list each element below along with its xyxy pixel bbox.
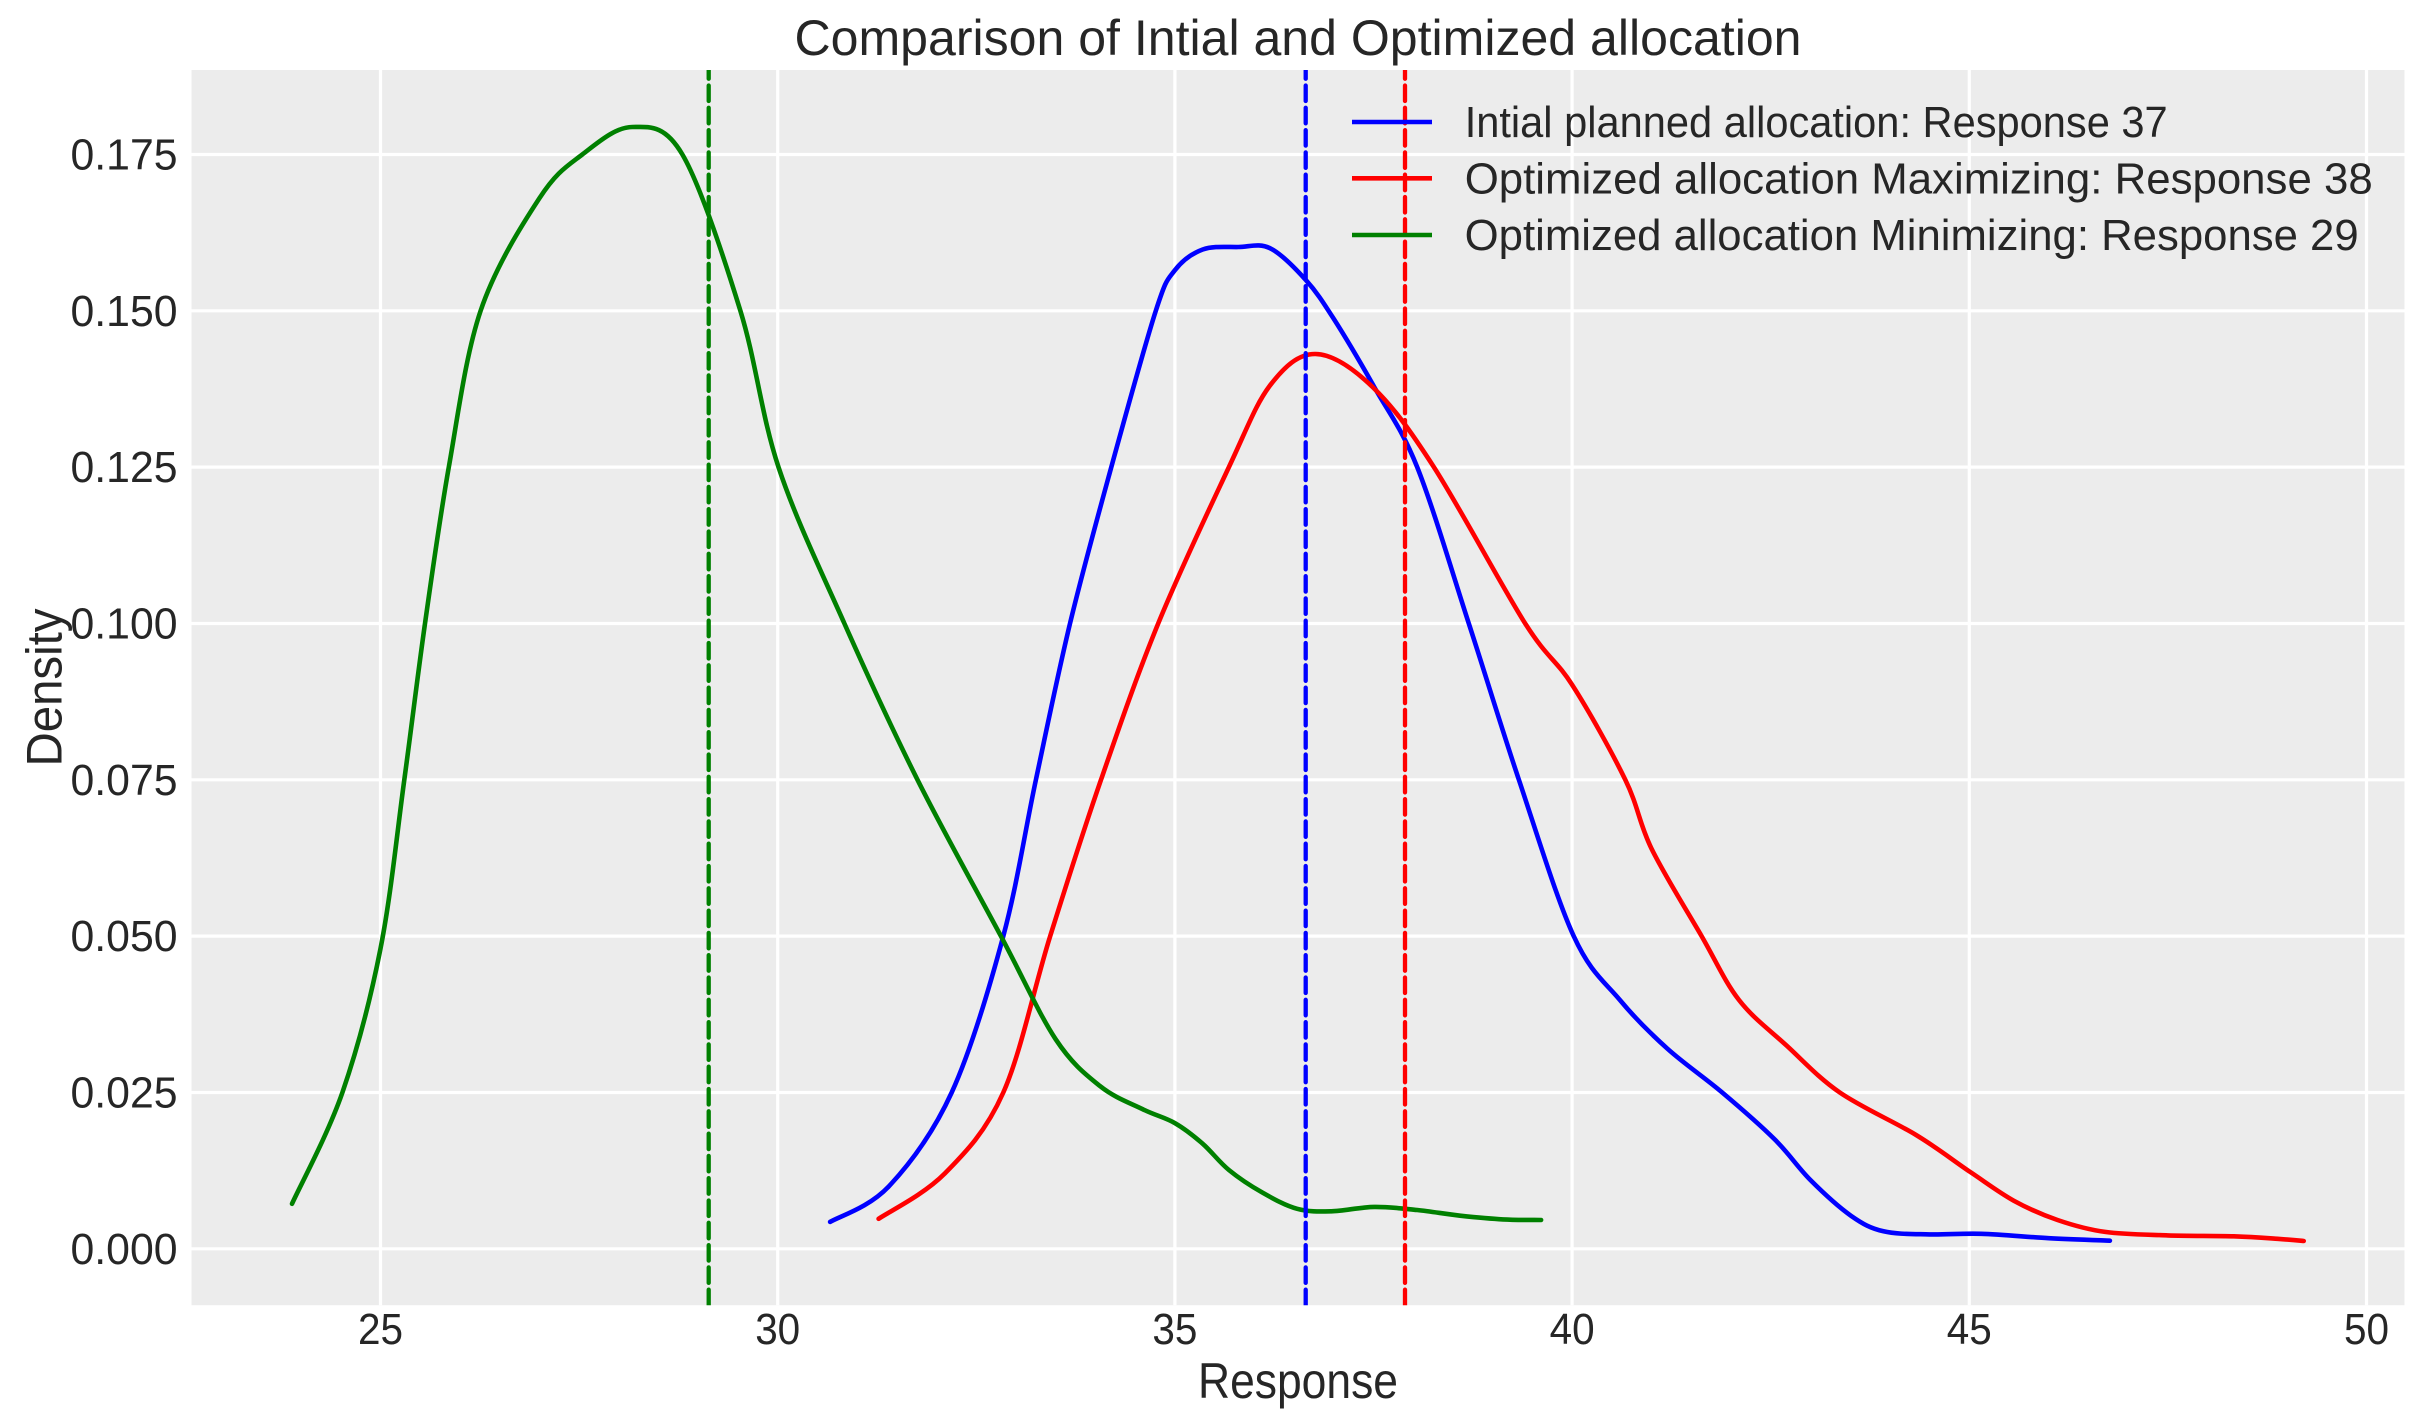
- svg-text:45: 45: [1947, 1306, 1992, 1354]
- svg-text:Density: Density: [17, 609, 73, 767]
- svg-text:0.150: 0.150: [71, 288, 178, 336]
- svg-text:40: 40: [1550, 1306, 1595, 1354]
- svg-text:50: 50: [2344, 1306, 2389, 1354]
- svg-text:Response: Response: [1198, 1353, 1398, 1409]
- svg-text:35: 35: [1152, 1306, 1197, 1354]
- svg-text:0.025: 0.025: [71, 1070, 178, 1118]
- svg-text:0.175: 0.175: [71, 132, 178, 180]
- svg-text:25: 25: [358, 1306, 403, 1354]
- svg-text:30: 30: [755, 1306, 800, 1354]
- svg-text:0.125: 0.125: [71, 444, 178, 492]
- svg-text:0.000: 0.000: [71, 1226, 178, 1274]
- svg-text:Intial planned allocation: Res: Intial planned allocation: Response 37: [1465, 99, 2168, 147]
- svg-text:Optimized allocation Maximizin: Optimized allocation Maximizing: Respons…: [1465, 155, 2373, 203]
- svg-text:0.075: 0.075: [71, 757, 178, 805]
- svg-text:Comparison of Intial and Optim: Comparison of Intial and Optimized alloc…: [795, 10, 1802, 66]
- svg-text:0.050: 0.050: [71, 913, 178, 961]
- svg-text:0.100: 0.100: [71, 601, 178, 649]
- svg-text:Optimized allocation Minimizin: Optimized allocation Minimizing: Respons…: [1465, 212, 2359, 260]
